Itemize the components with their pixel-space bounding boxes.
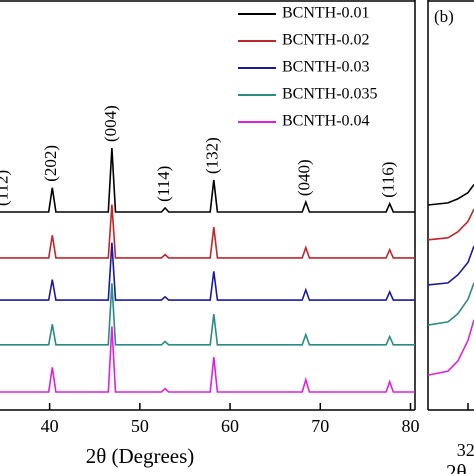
x-tick-label: 70 [311,416,329,436]
x-tick-label: 40 [41,416,59,436]
legend-label: BCNTH-0.02 [282,32,370,49]
peak-label: (116) [379,162,398,198]
legend-label: BCNTH-0.035 [282,86,378,103]
legend-label: BCNTH-0.04 [282,113,370,130]
peak-label: (114) [154,166,173,202]
peak-label: (132) [203,137,222,174]
series-line [427,245,474,286]
panel-b-title: (b) [434,7,454,26]
series-line [0,242,415,301]
legend-label: BCNTH-0.03 [282,59,370,76]
x-tick-label: 50 [131,416,149,436]
peak-label: (112) [0,170,12,206]
series-line [427,319,474,376]
peak-label: (040) [295,159,314,196]
series-line [427,208,474,241]
series-line [427,282,474,326]
x-tick-label: 60 [221,416,239,436]
series-line [0,283,415,346]
legend-label: BCNTH-0.01 [282,5,370,22]
x-tick-label: 32. [457,440,474,460]
x-tick-label: 80 [401,416,419,436]
series-line [0,204,415,259]
series-line [0,147,415,213]
panel-b-x-label: 2θ [446,460,467,474]
series-line [0,326,415,393]
x-axis-label: 2θ (Degrees) [86,444,195,468]
peak-label: (202) [41,145,60,182]
series-line [427,184,474,206]
peak-label: (004) [101,105,120,142]
